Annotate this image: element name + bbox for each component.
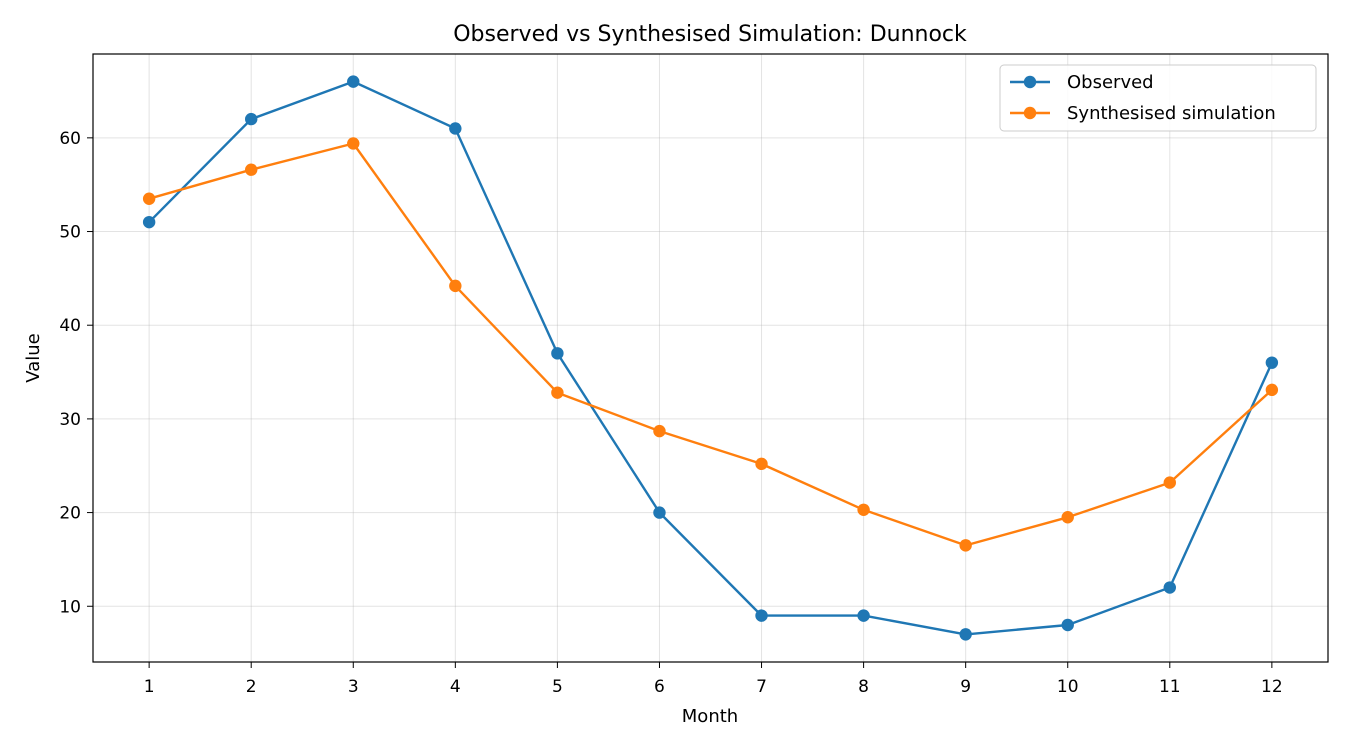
data-point: [959, 539, 972, 552]
x-tick-label: 5: [552, 677, 563, 697]
y-tick-label: 20: [59, 504, 81, 524]
legend-box: [999, 64, 1317, 132]
plot-frame: [92, 53, 1329, 663]
y-tick-label: 60: [59, 129, 81, 149]
x-tick-label: 3: [348, 677, 359, 697]
x-tick-label: 8: [858, 677, 869, 697]
data-point: [857, 503, 870, 516]
chart-title: Observed vs Synthesised Simulation: Dunn…: [453, 22, 967, 47]
y-axis-title: Value: [23, 333, 44, 382]
data-point: [755, 457, 768, 471]
x-tick-label: 6: [654, 677, 665, 697]
data-point: [857, 609, 870, 622]
series-layer: [142, 75, 1279, 641]
data-point: [959, 628, 972, 641]
x-tick-label: 2: [246, 677, 257, 697]
data-point: [653, 506, 666, 519]
data-point: [1265, 356, 1279, 369]
series-1: [142, 75, 1279, 641]
y-tick-label: 50: [59, 223, 81, 243]
y-tick-label: 30: [59, 410, 81, 430]
data-point: [551, 347, 564, 360]
legend-entry: Synthesised simulation: [1010, 103, 1276, 124]
x-tick-label: 9: [960, 677, 971, 697]
data-point: [142, 215, 156, 229]
data-point: [551, 386, 564, 399]
x-tick-label: 11: [1159, 677, 1181, 697]
data-point: [142, 192, 156, 205]
data-point: [1061, 618, 1074, 632]
data-point: [347, 137, 360, 150]
data-point: [449, 122, 462, 135]
data-point: [449, 279, 462, 293]
legend-label: Synthesised simulation: [1067, 103, 1276, 124]
data-point: [347, 75, 360, 88]
x-tick-label: 10: [1057, 677, 1079, 697]
legend-label: Observed: [1067, 72, 1154, 93]
legend-marker: [1023, 75, 1037, 89]
x-axis-title: Month: [682, 706, 738, 727]
x-tick-label: 1: [144, 677, 155, 697]
data-point: [1265, 383, 1279, 397]
data-point: [653, 424, 666, 438]
x-tick-label: 7: [756, 677, 767, 697]
data-point: [245, 163, 258, 176]
legend-entry: Observed: [1010, 72, 1154, 93]
data-point: [1163, 476, 1176, 489]
y-tick-label: 40: [59, 316, 81, 336]
x-tick-label: 4: [450, 677, 461, 697]
grid-lines: [93, 54, 1328, 662]
series-line: [148, 142, 1273, 547]
legend-marker: [1023, 106, 1037, 120]
data-point: [755, 609, 768, 622]
x-tick-label: 12: [1261, 677, 1283, 697]
data-point: [1061, 511, 1074, 524]
series-line: [148, 80, 1273, 636]
series-2: [142, 137, 1279, 552]
data-point: [245, 112, 258, 126]
legend: Observed Synthesised simulation: [999, 64, 1317, 132]
data-point: [1163, 581, 1176, 594]
y-tick-label: 10: [59, 597, 81, 617]
